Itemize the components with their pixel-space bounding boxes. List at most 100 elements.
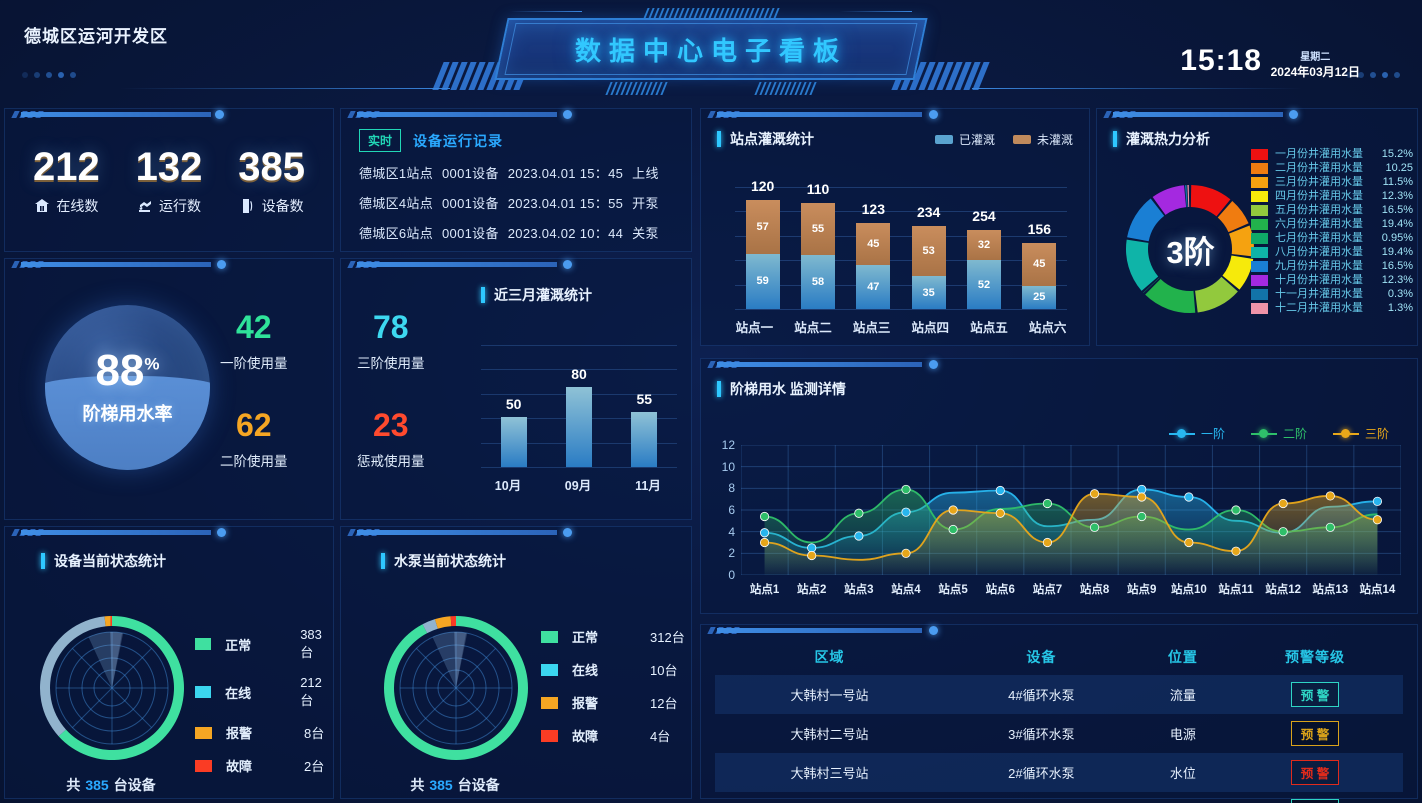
table-column-header: 设备 [1026,649,1057,665]
donut-slice[interactable] [1145,278,1196,313]
ring-segment[interactable] [40,616,106,737]
cell-area: 大韩村四号站 [715,792,944,803]
data-point[interactable] [1137,511,1147,522]
recent-months-xaxis: 10月 09月 11月 [473,475,683,494]
data-point[interactable] [1278,498,1288,509]
data-point[interactable] [1231,546,1241,556]
heat-legend-item[interactable]: 六月份井灌用水量 19.4% [1251,219,1413,230]
data-point[interactable] [1042,537,1053,548]
status-legend-item[interactable]: 故障 2台 [195,756,333,775]
data-point[interactable] [1325,522,1335,532]
status-badge[interactable]: 预 警 [1290,799,1340,803]
donut-slice[interactable] [1229,225,1254,257]
status-legend-item[interactable]: 报警 8台 [195,723,333,742]
table-row[interactable]: 大韩村一号站 4#循环水泵 流量 预 警 [715,675,1403,714]
status-legend-item[interactable]: 正常 312台 [541,627,685,646]
donut-slice[interactable] [1126,239,1159,291]
data-point[interactable] [1089,522,1100,532]
heat-legend-item[interactable]: 九月份井灌用水量 16.5% [1251,261,1413,272]
legend-item[interactable]: 已灌溉 [934,131,995,148]
data-point[interactable] [854,508,864,518]
status-legend-item[interactable]: 在线 10台 [541,660,685,679]
donut-slice[interactable] [1184,185,1188,208]
pump-total-suffix: 台设备 [457,777,500,793]
table-row[interactable]: 大韩村四号站1#循环水泵信号预 警 [715,792,1403,803]
ring-segment[interactable] [104,616,111,627]
data-point[interactable] [1231,505,1241,515]
heat-legend-item[interactable]: 十一月井灌用水量 0.3% [1251,289,1413,300]
record-time: 2023.04.01 15：55 [507,196,624,211]
legend-item[interactable]: 二阶 [1250,425,1307,442]
legend-item[interactable]: 一阶 [1168,425,1225,442]
legend-value: 10台 [650,663,678,678]
data-point[interactable] [1372,496,1383,506]
data-point[interactable] [1042,498,1053,509]
data-point[interactable] [1372,515,1383,525]
heat-legend-item[interactable]: 七月份井灌用水量 0.95% [1251,233,1413,244]
data-point[interactable] [901,484,911,495]
dashboard-header: 德城区运河开发区 [0,0,1422,100]
data-point[interactable] [854,531,864,541]
heat-legend-item[interactable]: 十二月井灌用水量 1.3% [1251,303,1413,314]
bar-value: 50 [505,396,522,412]
data-point[interactable] [948,524,958,535]
station-irrigation-bars: 120 57 59 110 55 58 123 45 47 234 53 35 254 32 52 156 45… [735,178,1067,309]
donut-slice[interactable] [1143,277,1160,293]
donut-slice[interactable] [1187,185,1190,208]
ring-segment[interactable] [434,616,452,629]
table-row[interactable]: 大韩村三号站 2#循环水泵 水位 预 警 [715,753,1403,792]
radar-ring [399,631,513,745]
status-legend-item[interactable]: 报警 12台 [541,693,685,712]
data-point[interactable] [759,511,770,522]
data-point[interactable] [759,528,770,538]
heat-legend-item[interactable]: 一月份井灌用水量 15.2% [1251,149,1413,160]
heat-legend-item[interactable]: 四月份井灌用水量 12.3% [1251,191,1413,202]
data-point[interactable] [1325,491,1335,501]
y-tick-label: 8 [728,481,735,496]
legend-item[interactable]: 三阶 [1332,425,1389,442]
data-point[interactable] [759,537,770,548]
data-point[interactable] [1184,537,1194,548]
data-point[interactable] [1089,489,1100,499]
ring-segment[interactable] [422,619,438,634]
gridline [481,345,677,346]
kpi-panel: 212 在线数 132 运行数 385 设备数 [4,108,334,252]
ring-segment[interactable] [450,616,456,627]
status-legend-item[interactable]: 在线 212台 [195,675,333,709]
data-point[interactable] [948,505,958,515]
data-point[interactable] [995,485,1005,496]
status-legend-item[interactable]: 故障 4台 [541,726,685,745]
ring-segment[interactable] [58,616,185,760]
data-point[interactable] [807,550,817,561]
usage-tier1-value: 42 [235,309,272,345]
data-point[interactable] [1278,527,1288,537]
status-legend-item[interactable]: 正常 383台 [195,627,333,661]
status-badge[interactable]: 预 警 [1290,682,1340,707]
data-point[interactable] [1137,484,1147,495]
donut-slice[interactable] [1217,200,1249,233]
heat-legend-item[interactable]: 十月份井灌用水量 12.3% [1251,275,1413,286]
data-point[interactable] [807,543,817,553]
donut-slice[interactable] [1222,255,1254,290]
data-point[interactable] [901,548,911,558]
legend-item[interactable]: 未灌溉 [1012,131,1073,148]
data-point[interactable] [1184,492,1194,502]
donut-slice[interactable] [1152,185,1187,215]
status-badge[interactable]: 预 警 [1290,721,1340,746]
donut-slice[interactable] [1195,276,1238,313]
data-point[interactable] [1137,492,1147,502]
data-point[interactable] [995,508,1005,518]
donut-slice[interactable] [1127,198,1165,242]
table-row[interactable]: 大韩村二号站 3#循环水泵 电源 预 警 [715,714,1403,753]
status-badge[interactable]: 预 警 [1290,760,1340,785]
legend-swatch [541,729,558,742]
donut-slice[interactable] [1190,185,1231,217]
data-point[interactable] [901,507,911,517]
heat-legend-item[interactable]: 五月份井灌用水量 16.5% [1251,205,1413,216]
hatch-bot-right-icon [754,82,817,95]
heat-legend-item[interactable]: 三月份井灌用水量 11.5% [1251,177,1413,188]
recent-months-title: 近三月灌溉统计 [494,287,592,303]
heat-legend-item[interactable]: 二月份井灌用水量 10.25 [1251,163,1413,174]
heat-legend-item[interactable]: 八月份井灌用水量 19.4% [1251,247,1413,258]
ring-segment[interactable] [110,616,112,627]
